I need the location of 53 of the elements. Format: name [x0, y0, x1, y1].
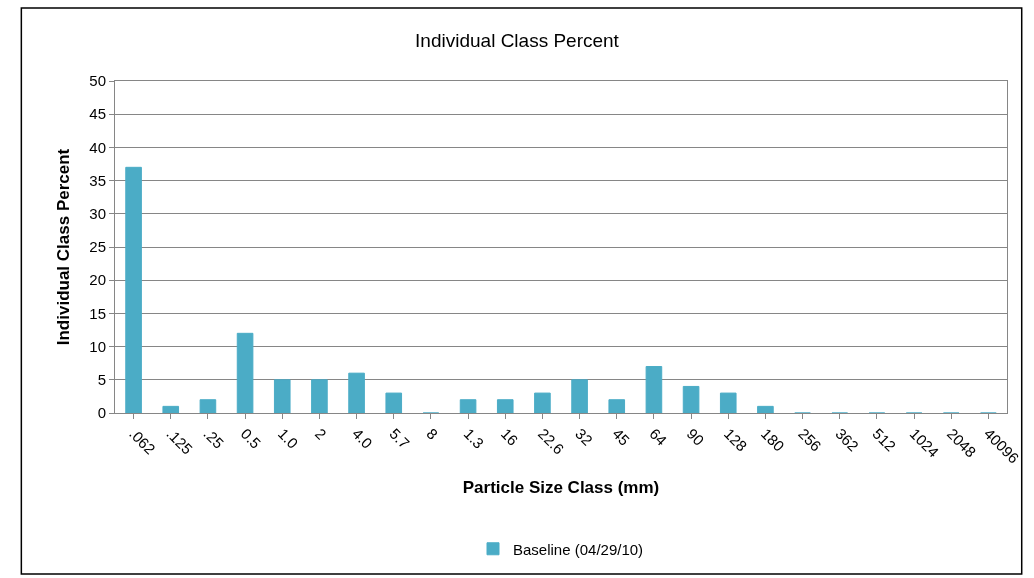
bar [125, 166, 142, 413]
x-tick-label: 1.3 [460, 424, 488, 452]
bar [757, 405, 774, 413]
bar [348, 372, 365, 413]
x-tick-label: 128 [720, 424, 751, 455]
x-tick-label: 0.5 [237, 424, 265, 452]
bar [534, 392, 551, 413]
x-tick-label: .125 [163, 424, 196, 458]
x-tick-label: 64 [646, 424, 671, 449]
bar [719, 392, 737, 413]
y-tick-label: 0 [97, 404, 106, 422]
bar [385, 392, 403, 413]
x-tick-label: 22.6 [535, 424, 568, 458]
y-tick-label: 45 [89, 105, 106, 123]
y-tick-label: 15 [89, 304, 106, 322]
x-tick-label: 180 [758, 424, 788, 455]
bar [273, 379, 291, 413]
y-tick-label: 50 [89, 72, 106, 90]
x-tick-label: 8 [423, 424, 442, 443]
bar [645, 366, 663, 413]
y-tick-label: 5 [97, 371, 106, 389]
x-tick-label: 2 [312, 424, 330, 443]
y-tick-label: 40 [89, 138, 106, 156]
y-tick-label: 35 [89, 171, 106, 189]
bar [162, 405, 180, 413]
y-tick-label: 30 [89, 205, 106, 223]
x-tick-label: 90 [683, 424, 708, 449]
x-tick-label: .25 [200, 424, 228, 452]
bar [571, 379, 588, 413]
x-tick-label: 256 [795, 424, 825, 455]
x-tick-label: 45 [609, 424, 634, 449]
chart-title: Individual Class Percent [415, 30, 620, 52]
bar [311, 379, 328, 413]
x-tick-label: .062 [126, 424, 159, 458]
x-tick-label: 362 [832, 424, 863, 455]
x-tick-label: 1.0 [274, 424, 302, 452]
bar [236, 332, 254, 413]
x-axis-title: Particle Size Class (mm) [462, 477, 660, 497]
bar [199, 399, 217, 413]
bar [682, 385, 700, 413]
x-tick-label: 4.0 [349, 424, 376, 452]
legend-label: Baseline (04/29/10) [513, 540, 644, 558]
y-tick-label: 10 [89, 337, 106, 355]
bar [608, 399, 626, 413]
bar [496, 399, 514, 413]
x-tick-label: 16 [497, 424, 522, 449]
y-tick-label: 25 [89, 238, 106, 256]
y-axis-title: Individual Class Percent [53, 148, 73, 346]
x-tick-label: 512 [869, 424, 900, 455]
bar [459, 399, 477, 413]
x-tick-label: 5.7 [386, 424, 414, 452]
x-tick-label: 32 [572, 424, 596, 449]
y-tick-label: 20 [89, 271, 106, 289]
